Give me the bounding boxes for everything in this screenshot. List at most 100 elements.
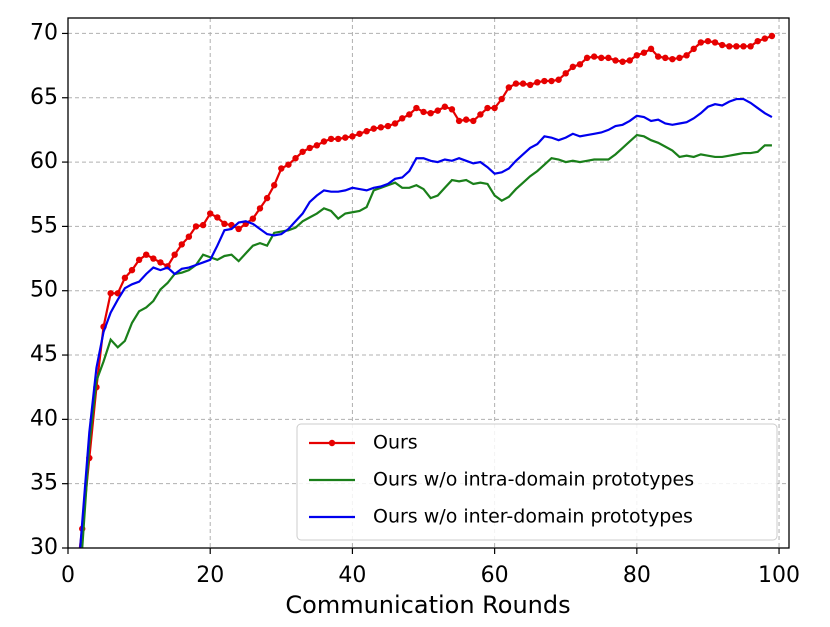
plot-area xyxy=(78,32,776,548)
marker xyxy=(406,111,413,118)
marker xyxy=(334,135,342,143)
marker xyxy=(498,95,505,103)
y-tick-label: 50 xyxy=(30,278,58,303)
legend-box xyxy=(296,423,778,541)
marker xyxy=(128,266,136,274)
marker xyxy=(590,53,598,60)
marker xyxy=(654,53,662,60)
marker xyxy=(271,182,278,189)
legend-label: Ours w/o intra-domain prototypes xyxy=(373,469,694,491)
marker xyxy=(306,144,313,152)
marker xyxy=(647,45,655,53)
marker xyxy=(114,290,121,297)
y-tick-label: 30 xyxy=(30,535,58,560)
marker xyxy=(327,135,335,143)
marker xyxy=(263,194,271,202)
marker xyxy=(669,55,676,63)
marker xyxy=(541,77,548,85)
marker xyxy=(256,205,264,212)
marker xyxy=(363,128,370,135)
marker xyxy=(747,43,754,50)
marker xyxy=(370,125,377,132)
marker xyxy=(562,70,569,77)
marker xyxy=(690,45,697,53)
marker xyxy=(207,210,214,217)
y-tick-label: 70 xyxy=(30,20,58,45)
marker xyxy=(150,255,157,262)
marker xyxy=(718,41,726,49)
legend-marker xyxy=(328,439,336,447)
marker xyxy=(683,52,690,59)
marker xyxy=(491,104,498,112)
marker xyxy=(526,81,534,89)
marker xyxy=(711,39,719,46)
marker xyxy=(342,134,349,141)
axes-frame xyxy=(67,17,790,549)
marker xyxy=(726,43,733,50)
marker xyxy=(313,142,321,149)
marker xyxy=(320,138,328,145)
marker xyxy=(626,57,633,64)
marker xyxy=(555,76,562,83)
ticks: 0 20 40 60 80 100 30 35 40 45 50 55 60 65 70 xyxy=(30,20,800,588)
y-tick-label: 65 xyxy=(30,85,58,110)
line xyxy=(81,133,772,548)
marker xyxy=(768,32,776,40)
y-tick-label: 40 xyxy=(30,406,58,431)
marker xyxy=(185,233,193,240)
marker xyxy=(598,54,605,62)
marker xyxy=(157,259,164,266)
y-tick-label: 55 xyxy=(30,213,58,238)
marker xyxy=(519,80,527,87)
marker xyxy=(427,109,434,117)
marker xyxy=(740,43,747,50)
marker xyxy=(484,104,491,112)
marker xyxy=(299,148,306,155)
marker xyxy=(214,214,221,221)
y-tick-label: 60 xyxy=(30,149,58,174)
marker xyxy=(434,107,441,114)
x-tick-label: 60 xyxy=(481,563,509,588)
x-tick-label: 40 xyxy=(338,563,366,588)
marker xyxy=(534,79,541,86)
marker xyxy=(121,274,129,282)
marker xyxy=(697,39,705,46)
marker xyxy=(171,251,178,258)
marker xyxy=(569,63,577,71)
marker xyxy=(505,84,513,91)
y-tick-label: 45 xyxy=(30,342,58,367)
marker xyxy=(733,43,740,50)
marker xyxy=(676,54,683,62)
marker xyxy=(470,117,477,125)
marker xyxy=(462,116,470,123)
marker xyxy=(477,111,484,118)
marker xyxy=(512,80,520,87)
marker xyxy=(704,37,712,45)
marker xyxy=(420,108,427,116)
marker xyxy=(605,54,612,62)
marker xyxy=(398,115,406,122)
marker xyxy=(583,54,591,62)
x-tick-label: 100 xyxy=(758,563,800,588)
x-tick-label: 0 xyxy=(61,563,75,588)
marker xyxy=(548,77,555,85)
marker xyxy=(441,103,449,110)
marker xyxy=(633,52,641,59)
marker xyxy=(278,165,285,172)
line xyxy=(79,97,773,548)
marker xyxy=(285,161,292,168)
marker xyxy=(455,117,463,125)
marker xyxy=(178,241,185,248)
marker xyxy=(619,58,626,65)
marker xyxy=(235,225,242,233)
marker xyxy=(754,37,761,45)
marker xyxy=(576,61,584,68)
marker xyxy=(640,49,648,56)
marker xyxy=(662,54,669,62)
marker xyxy=(199,221,207,229)
marker xyxy=(448,106,456,113)
marker xyxy=(377,124,385,131)
x-axis-label: Communication Rounds xyxy=(285,591,570,619)
legend-label: Ours xyxy=(373,432,418,454)
